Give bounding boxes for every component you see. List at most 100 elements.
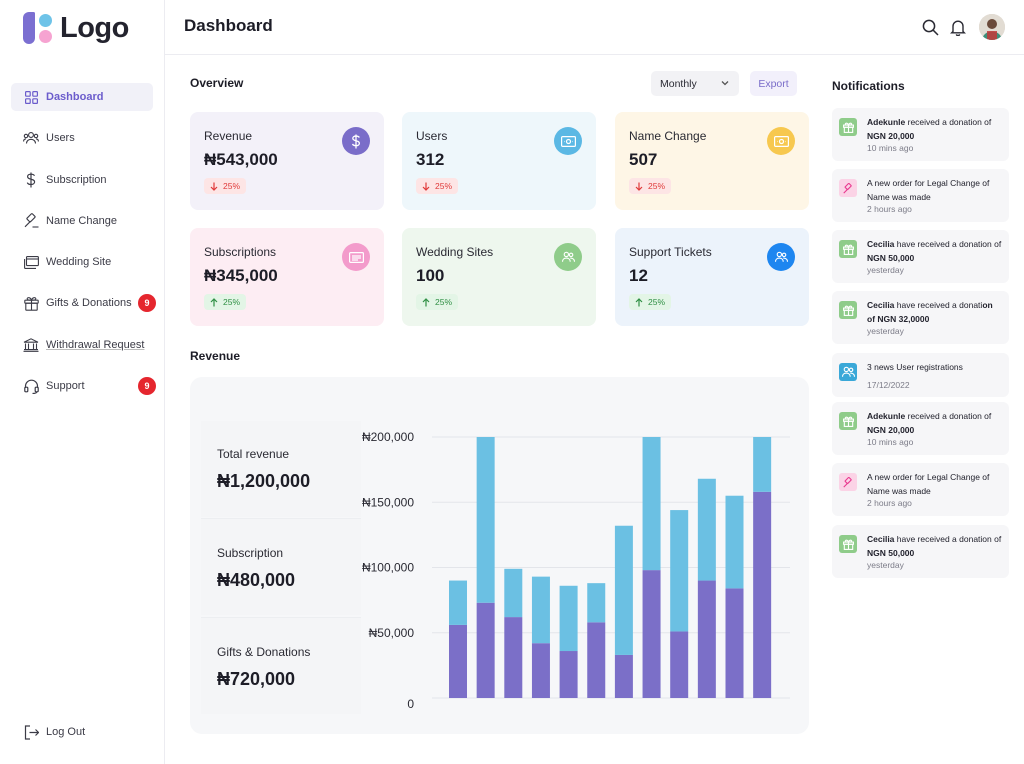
sidebar-item-withdrawal-request[interactable]: Withdrawal Request [11,331,153,359]
revenue-summary: Total revenue ₦1,200,000 Subscription ₦4… [201,421,361,714]
bar-primary-1 [449,624,467,698]
trend-value: 25% [435,181,453,191]
notification-item[interactable]: Cecilia have received a donation of NGN … [832,525,1009,578]
arrow-up-icon [422,297,430,307]
notification-time: 2 hours ago [867,204,912,214]
trend-value: 25% [223,297,241,307]
stat-card-revenue[interactable]: Revenue ₦543,000 25% [190,112,384,210]
notification-actor: Adekunle [867,117,906,127]
bar-secondary-11 [725,495,744,589]
sidebar-item-users[interactable]: Users [11,124,153,152]
gift-icon [839,301,857,319]
logo-mark-icon [22,12,54,44]
logout-label: Log Out [46,726,86,738]
notification-amount: NGN 20,000 [867,425,915,435]
bar-secondary-2 [476,437,495,603]
users-icon [767,243,795,271]
y-tick-label: 0 [407,697,414,711]
notification-time: yesterday [867,265,904,275]
notification-item[interactable]: Adekunle received a donation of NGN 20,0… [832,108,1009,161]
revenue-bar-chart: 0 ₦50,000 ₦100,000 ₦150,000 ₦200,000 [362,430,790,711]
bar-secondary-1 [449,580,467,625]
sidebar-item-dashboard[interactable]: Dashboard [11,83,153,111]
cash-icon [767,127,795,155]
notification-item[interactable]: Adekunle received a donation of NGN 20,0… [832,402,1009,455]
stat-card-users[interactable]: Users 312 25% [402,112,596,210]
users-icon [23,130,39,146]
sidebar-item-name-change[interactable]: Name Change [11,207,153,235]
gavel-icon [839,473,857,491]
sidebar-item-label: Dashboard [46,91,104,103]
notification-time: 17/12/2022 [867,380,910,390]
sidebar-item-label: Name Change [46,214,117,227]
sidebar: Logo Dashboard Users Subscription Name C… [0,0,165,764]
gift-icon [839,240,857,258]
divider [201,617,361,618]
headset-icon [23,378,39,394]
sidebar-item-wedding-site[interactable]: Wedding Site [11,248,153,276]
bar-secondary-9 [670,510,689,632]
stat-card-title: Wedding Sites [416,245,494,259]
notification-item[interactable]: 3 news User registrations 17/12/2022 [832,353,1009,397]
top-header: Dashboard [165,0,1024,55]
bar-primary-9 [670,631,689,698]
logout-button[interactable]: Log Out [23,724,85,740]
sidebar-item-label: Wedding Site [46,256,112,269]
notification-message: A new order for Legal Change of Name was… [867,178,990,202]
gift-icon [839,412,857,430]
summary-value: ₦480,000 [217,570,296,590]
notification-text: Adekunle received a donation of NGN 20,0… [867,409,1003,437]
gavel-icon [23,213,39,229]
browser-window-icon [23,254,39,270]
stat-card-title: Revenue [204,129,253,143]
sidebar-item-subscription[interactable]: Subscription [11,166,153,194]
notification-message: have received a donati [894,300,983,310]
sidebar-item-label: Withdrawal Request [46,338,145,351]
logo[interactable]: Logo [22,11,129,45]
grid-icon [23,89,39,105]
notification-item[interactable]: A new order for Legal Change of Name was… [832,169,1009,222]
notification-text: A new order for Legal Change of Name was… [867,470,1003,498]
bar-secondary-10 [697,478,716,581]
bar-primary-7 [614,654,633,698]
sidebar-item-support[interactable]: Support 9 [11,372,156,400]
bar-primary-12 [753,491,772,698]
notification-item[interactable]: Cecilia have received a donation of NGN … [832,291,1009,344]
y-tick-label: ₦50,000 [369,626,415,640]
arrow-up-icon [635,297,643,307]
sidebar-item-gifts-donations[interactable]: Gifts & Donations 9 [11,289,156,317]
y-tick-label: ₦200,000 [362,430,414,444]
subscription-revenue-block: Subscription ₦480,000 [201,519,361,615]
period-select[interactable]: Monthly [651,71,739,96]
bell-icon[interactable] [948,17,968,37]
notification-text: 3 news User registrations [867,360,1003,374]
trend-value: 25% [435,297,453,307]
logo-text: Logo [60,11,129,44]
logout-icon [23,724,39,740]
notification-item[interactable]: A new order for Legal Change of Name was… [832,463,1009,516]
stat-card-wedding-sites[interactable]: Wedding Sites 100 25% [402,228,596,326]
notification-time: 2 hours ago [867,498,912,508]
stat-card-value: 12 [629,266,648,285]
stat-card-name-change[interactable]: Name Change 507 25% [615,112,809,210]
stat-card-title: Subscriptions [204,245,277,259]
y-tick-label: ₦150,000 [362,495,414,509]
stat-card-value: ₦345,000 [204,266,278,285]
trend-value: 25% [223,181,241,191]
summary-label: Total revenue [217,447,290,461]
sidebar-item-label: Gifts & Donations [46,297,132,310]
notification-message: received a donation of [905,411,992,421]
search-icon[interactable] [920,17,940,37]
notification-time: yesterday [867,326,904,336]
stat-card-support-tickets[interactable]: Support Tickets 12 25% [615,228,809,326]
gifts-revenue-block: Gifts & Donations ₦720,000 [201,618,361,714]
avatar[interactable] [979,14,1005,40]
notification-amount: NGN 20,000 [867,131,915,141]
overview-title: Overview [190,76,244,90]
bar-secondary-5 [559,585,578,652]
notification-item[interactable]: Cecilia have received a donation of NGN … [832,230,1009,283]
export-button[interactable]: Export [750,71,797,96]
notification-time: 10 mins ago [867,143,914,153]
stat-card-subscriptions[interactable]: Subscriptions ₦345,000 25% [190,228,384,326]
stat-card-title: Users [416,129,448,143]
